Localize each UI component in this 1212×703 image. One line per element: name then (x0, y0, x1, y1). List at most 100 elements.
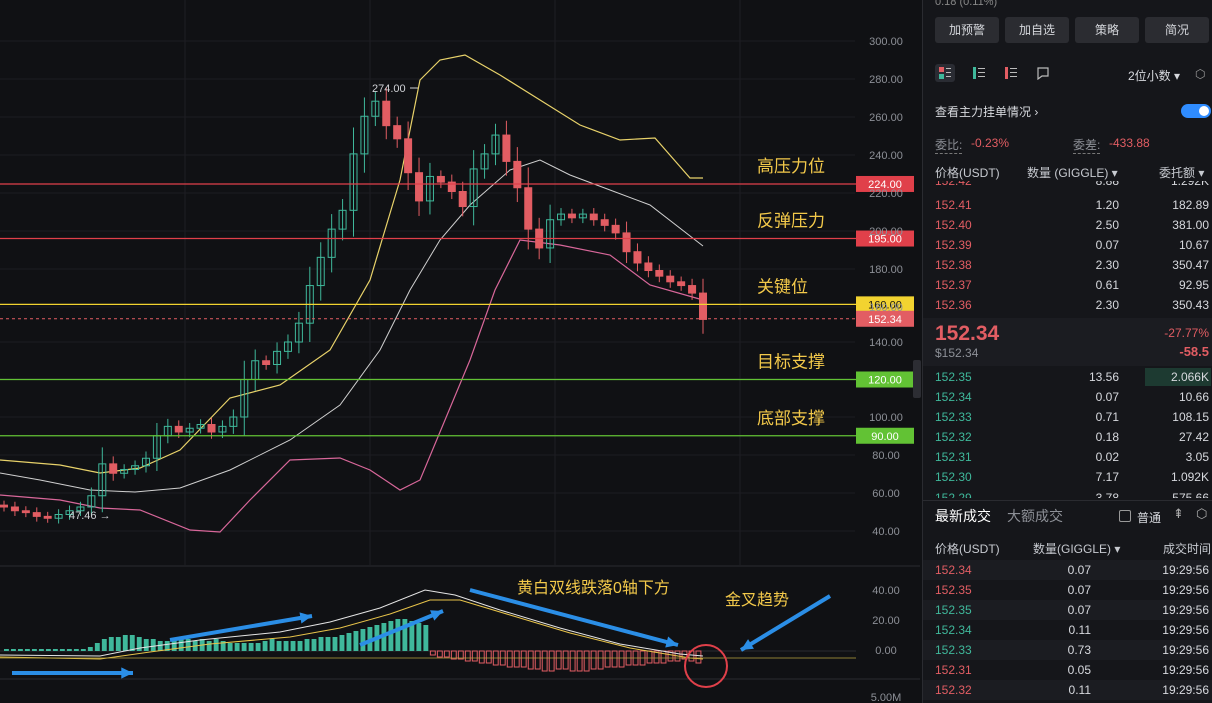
candle-body (120, 469, 129, 474)
trade-qty: 0.11 (1068, 623, 1091, 637)
macd-bar (45, 649, 51, 651)
macd-bar (241, 643, 247, 651)
macd-bar (185, 639, 191, 651)
macd-bar (164, 641, 170, 651)
normal-checkbox[interactable] (1119, 510, 1131, 522)
decimals-select[interactable]: 2位小数 ▾ (1128, 67, 1180, 84)
book-header-amount[interactable]: 委托额 ▾ (1159, 166, 1205, 180)
bid-depth-bar (1145, 368, 1211, 386)
ask-row[interactable]: 152.39 0.07 10.67 (923, 235, 1212, 255)
ask-row[interactable]: 152.40 2.50 381.00 (923, 215, 1212, 235)
trade-time: 19:29:56 (1162, 683, 1209, 697)
book-both-icon[interactable] (935, 64, 955, 82)
candle-body (0, 504, 8, 508)
macd-bar (653, 650, 660, 664)
book-toolbar: 2位小数 ▾ ⬡ (923, 62, 1212, 86)
macd-bar (283, 641, 289, 651)
trade-row: 152.34 0.11 19:29:56 (923, 620, 1212, 640)
main-orders-label: 查看主力挂单情况 (935, 105, 1032, 119)
y-tick-label: 40.00 (872, 526, 900, 538)
trade-time: 19:29:56 (1162, 583, 1209, 597)
main-orders-link[interactable]: 查看主力挂单情况 › (935, 103, 1038, 120)
candle-body (469, 168, 478, 208)
candle-body (502, 134, 511, 162)
candle-body (436, 175, 445, 183)
candle-body (546, 219, 555, 249)
macd-bar (311, 639, 317, 651)
bid-row[interactable]: 152.33 0.71 108.15 (923, 407, 1212, 427)
ask-amount: 10.67 (1178, 238, 1209, 252)
bid-row[interactable]: 152.30 7.17 1.092K (923, 467, 1212, 487)
macd-tick-label: 20.00 (872, 615, 900, 627)
candle-body (98, 463, 107, 497)
bid-cut-price: 152.29 (935, 491, 972, 498)
diff-label: 委差: (1073, 138, 1101, 154)
book-header-amount-label: 委托额 (1159, 166, 1196, 180)
ask-row[interactable]: 152.41 1.20 182.89 (923, 195, 1212, 215)
bid-price: 152.32 (935, 430, 972, 444)
bid-qty: 13.56 (1088, 370, 1119, 384)
macd-bar (471, 650, 478, 662)
bid-row[interactable]: 152.32 0.18 27.42 (923, 427, 1212, 447)
candle-body (589, 213, 598, 221)
chart-canvas[interactable]: 高压力位 224.00 反弹压力 195.00 关键位 160.00 目标支撑 120.00 底… (0, 0, 920, 703)
panel-resize-handle[interactable] (913, 360, 921, 398)
macd-bar (604, 650, 611, 668)
macd-dif-line (0, 589, 704, 657)
current-price-text: 152.34 (868, 314, 902, 326)
top-cut-text: 0.18 (0.11%) (935, 0, 998, 8)
settings-icon[interactable]: ⬡ (1196, 506, 1208, 521)
tab-large-trades[interactable]: 大额成交 (1007, 508, 1063, 524)
candle-body (10, 506, 19, 512)
book-asks-icon[interactable] (1001, 64, 1021, 82)
candle-body (273, 350, 282, 365)
candle-body (32, 512, 41, 517)
bid-row[interactable]: 152.31 0.02 3.05 (923, 447, 1212, 467)
macd-bar (429, 650, 436, 656)
settings-icon[interactable]: ⬡ (1195, 67, 1206, 81)
macd-bar (178, 637, 184, 651)
macd-bar (485, 650, 492, 664)
trade-header-qty[interactable]: 数量(GIGGLE) ▾ (1033, 542, 1121, 556)
strategy-button[interactable]: 策略 (1075, 17, 1139, 43)
annotation-arrow-head (430, 610, 443, 621)
alert-button[interactable]: 加预警 (935, 17, 999, 43)
macd-bar (157, 641, 163, 651)
level-label: 反弹压力 (757, 212, 825, 231)
expand-icon[interactable] (1033, 64, 1053, 82)
asks-cut-row: 152.42 8.88 1.292K (923, 181, 1212, 193)
candle-body (382, 100, 391, 127)
macd-bar (115, 637, 121, 651)
ask-row[interactable]: 152.38 2.30 350.47 (923, 255, 1212, 275)
main-orders-toggle[interactable] (1181, 104, 1211, 118)
macd-bar (520, 650, 527, 668)
trade-row: 152.35 0.07 19:29:56 (923, 580, 1212, 600)
bid-row[interactable]: 152.35 13.56 2.066K (923, 367, 1212, 387)
candle-body (371, 100, 380, 117)
annotation-arrow (469, 588, 679, 647)
macd-bar (10, 649, 16, 651)
tab-latest-trades[interactable]: 最新成交 (935, 508, 991, 524)
last-price: 152.34 (935, 322, 1000, 345)
filter-icon[interactable]: ⇞ (1173, 506, 1184, 521)
book-header-qty[interactable]: 数量 (GIGGLE) ▾ (1027, 166, 1118, 180)
candle-body (109, 463, 118, 474)
bid-row[interactable]: 152.34 0.07 10.66 (923, 387, 1212, 407)
candle-body (262, 360, 271, 365)
ask-row[interactable]: 152.36 2.30 350.43 (923, 295, 1212, 315)
book-bids-icon[interactable] (969, 64, 989, 82)
macd-bar (590, 650, 597, 670)
bid-amount: 27.42 (1178, 430, 1209, 444)
price-chart[interactable]: 高压力位 224.00 反弹压力 195.00 关键位 160.00 目标支撑 120.00 底… (0, 0, 920, 703)
y-tick-label: 160.00 (869, 302, 903, 314)
annotation-arrow-head (121, 667, 133, 679)
watchlist-button[interactable]: 加自选 (1005, 17, 1069, 43)
macd-bar (17, 649, 23, 651)
trade-time: 19:29:56 (1162, 663, 1209, 677)
bid-qty: 0.02 (1095, 450, 1119, 464)
trade-row: 152.33 0.73 19:29:56 (923, 640, 1212, 660)
macd-annotation-label: 黄白双线跌落0轴下方 (517, 579, 670, 597)
overview-button[interactable]: 简况 (1145, 17, 1209, 43)
ask-row[interactable]: 152.37 0.61 92.95 (923, 275, 1212, 295)
candle-body (567, 213, 576, 219)
